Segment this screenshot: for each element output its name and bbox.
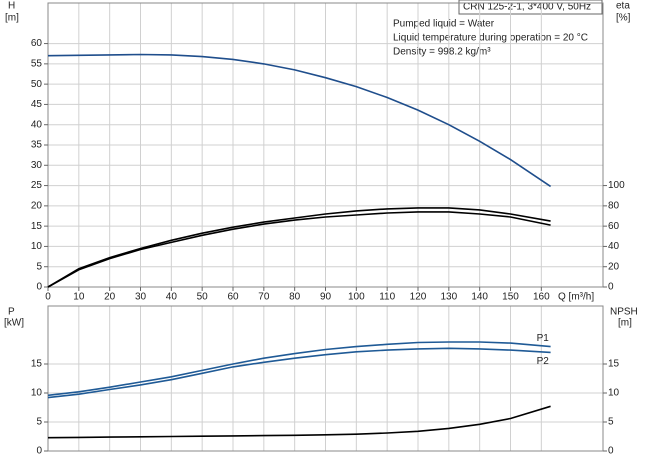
y-axis-label: H [8,1,15,12]
curve [47,53,552,188]
x-tick-label: 50 [197,292,209,303]
x-tick-label: 130 [440,292,457,303]
y-tick-label: 60 [31,38,43,49]
curve [47,341,551,397]
pump-model: CRN 125-2-1, 3*400 V, 50Hz [463,2,591,13]
y-tick-label: 15 [31,359,43,370]
y-tick-label: 0 [36,282,42,293]
y-tick-label: 0 [36,446,42,457]
x-tick-label: 30 [135,292,147,303]
x-tick-label: 20 [104,292,116,303]
y2-tick-label: 60 [608,221,620,232]
x-axis-label: Q [m³/h] [558,292,594,303]
y-tick-label: 45 [31,99,43,110]
y2-tick-label: 10 [608,388,620,399]
x-tick-label: 120 [410,292,427,303]
curve-label: P1 [537,333,550,344]
x-tick-label: 40 [166,292,178,303]
x-tick-label: 140 [471,292,488,303]
y-tick-label: 50 [31,79,43,90]
curve-label: P2 [537,356,550,367]
y2-tick-label: 15 [608,359,620,370]
x-tick-label: 70 [258,292,270,303]
info-line: Liquid temperature during operation = 20… [393,33,588,44]
y-tick-label: 10 [31,241,43,252]
y-tick-label: 5 [36,417,42,428]
x-tick-label: 0 [45,292,51,303]
y-tick-label: 15 [31,221,43,232]
y-tick-label: 35 [31,140,43,151]
x-tick-label: 90 [320,292,332,303]
y2-axis-unit: [%] [616,13,631,24]
y2-tick-label: 5 [608,417,614,428]
x-tick-label: 100 [348,292,365,303]
curve [47,405,551,439]
y-axis-unit: [kW] [4,318,24,329]
y2-axis-unit: [m] [618,318,632,329]
y2-tick-label: 100 [608,180,625,191]
curve [47,211,551,288]
y-tick-label: 25 [31,180,43,191]
y-tick-label: 30 [31,160,43,171]
x-tick-label: 150 [502,292,519,303]
curve [47,347,551,399]
y-tick-label: 5 [36,261,42,272]
y2-tick-label: 0 [608,282,614,293]
y-tick-label: 20 [31,200,43,211]
x-tick-label: 80 [289,292,301,303]
y-axis-unit: [m] [5,13,19,24]
y2-tick-label: 20 [608,261,620,272]
plot-frame [47,305,604,452]
y2-tick-label: 0 [608,446,614,457]
y2-axis-label: NPSH [610,307,638,318]
y-axis-label: P [8,307,15,318]
x-tick-label: 110 [379,292,395,303]
x-tick-label: 160 [533,292,550,303]
curve [47,207,551,288]
y2-tick-label: 80 [608,200,620,211]
x-tick-label: 10 [73,292,85,303]
info-line: Density = 998.2 kg/m³ [393,47,491,58]
y2-tick-label: 40 [608,241,620,252]
y-tick-label: 40 [31,119,43,130]
x-tick-label: 60 [227,292,239,303]
y-tick-label: 55 [31,58,43,69]
y2-axis-label: eta [616,1,630,12]
info-line: Pumped liquid = Water [393,19,495,30]
y-tick-label: 10 [31,388,43,399]
